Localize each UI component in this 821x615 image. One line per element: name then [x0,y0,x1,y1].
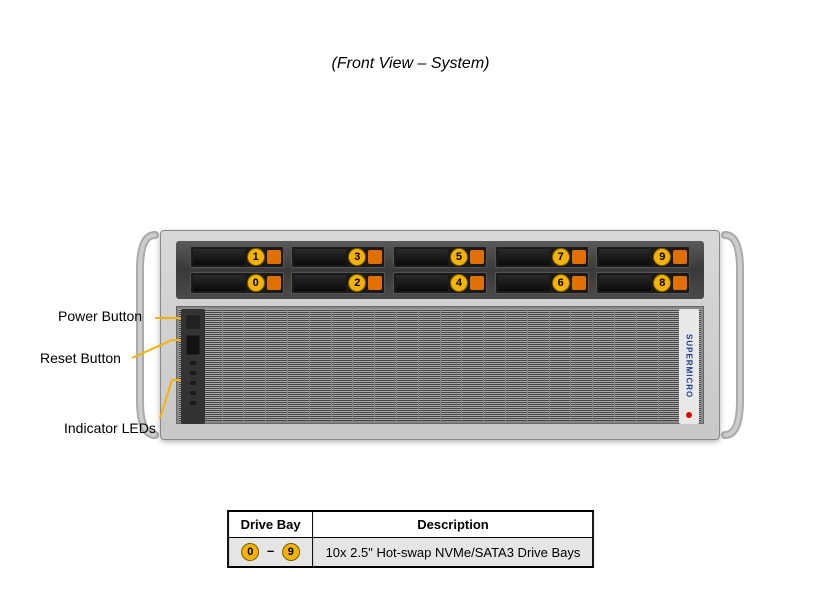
range-dash: – [267,543,274,558]
drive-bay-slot[interactable]: 7 [495,246,589,268]
drive-bay-column: 54 [393,246,487,294]
drive-number-badge: 4 [450,274,468,292]
drive-eject-icon[interactable] [572,250,586,264]
drive-eject-icon[interactable] [673,276,687,290]
vent-column [375,309,396,421]
drive-bay-slot[interactable]: 2 [291,272,385,294]
table-header-desc: Description [313,512,593,538]
server-chassis: 1032547698 SUPERMICRO [160,230,720,440]
bay-description-cell: 10x 2.5" Hot-swap NVMe/SATA3 Drive Bays [313,538,593,567]
drive-bay-slot[interactable]: 5 [393,246,487,268]
vent-column [244,309,265,421]
bay-badge-from: 0 [241,543,259,561]
drive-bay-slot[interactable]: 1 [190,246,284,268]
table-header-bay: Drive Bay [228,512,313,538]
drive-eject-icon[interactable] [673,250,687,264]
table-row: 0 – 9 10x 2.5" Hot-swap NVMe/SATA3 Drive… [228,538,593,567]
vent-column [441,309,462,421]
vent-column [310,309,331,421]
drive-body [599,275,651,291]
reset-button-label: Reset Button [40,350,121,366]
drive-body [294,275,346,291]
drive-body [498,275,550,291]
rack-handle-left [135,230,160,440]
vent-column [397,309,418,421]
drive-number-badge: 0 [247,274,265,292]
brand-dot-icon [686,412,692,418]
drive-body [193,249,245,265]
drive-body [396,249,448,265]
drive-bay-column: 10 [190,246,284,294]
drive-bay-slot[interactable]: 4 [393,272,487,294]
vent-column [419,309,440,421]
drive-body [396,275,448,291]
drive-body [294,249,346,265]
brand-label: SUPERMICRO [685,334,694,398]
vent-column [593,309,614,421]
drive-body [193,275,245,291]
drive-eject-icon[interactable] [368,250,382,264]
vent-column [462,309,483,421]
drive-bay-column: 32 [291,246,385,294]
drive-body [599,249,651,265]
vent-column [550,309,571,421]
brand-panel: SUPERMICRO [679,309,699,424]
drive-eject-icon[interactable] [267,250,281,264]
drive-number-badge: 5 [450,248,468,266]
vent-column [571,309,592,421]
drive-number-badge: 9 [653,248,671,266]
indicator-led [190,401,196,405]
drive-eject-icon[interactable] [572,276,586,290]
drive-number-badge: 3 [348,248,366,266]
indicator-led [190,391,196,395]
vent-column [353,309,374,421]
drive-number-badge: 8 [653,274,671,292]
drive-number-badge: 6 [552,274,570,292]
vent-column [288,309,309,421]
vent-column [223,309,244,421]
vent-column [484,309,505,421]
drive-eject-icon[interactable] [267,276,281,290]
vent-column [615,309,636,421]
drive-body [498,249,550,265]
drive-bay-slot[interactable]: 8 [596,272,690,294]
vent-column [332,309,353,421]
vent-column [637,309,658,421]
drive-bay-column: 76 [495,246,589,294]
indicator-led [190,381,196,385]
view-title: (Front View – System) [332,55,490,73]
vent-column [528,309,549,421]
drive-number-badge: 7 [552,248,570,266]
drive-bay-slot[interactable]: 6 [495,272,589,294]
drive-eject-icon[interactable] [368,276,382,290]
drive-number-badge: 1 [247,248,265,266]
front-control-panel [181,309,205,424]
vent-column [506,309,527,421]
vent-column [659,309,680,421]
drive-bay-slot[interactable]: 0 [190,272,284,294]
indicator-led [190,371,196,375]
indicator-led [190,361,196,365]
drive-bay-column: 98 [596,246,690,294]
drive-bay-slot[interactable]: 3 [291,246,385,268]
drive-bay-panel: 1032547698 [176,241,704,299]
bay-range-cell: 0 – 9 [228,538,313,567]
ventilation-grille [176,306,704,424]
bay-badge-to: 9 [282,543,300,561]
chassis-body: 1032547698 SUPERMICRO [160,230,720,440]
drive-eject-icon[interactable] [470,250,484,264]
reset-button[interactable] [186,335,200,355]
drive-number-badge: 2 [348,274,366,292]
drive-eject-icon[interactable] [470,276,484,290]
power-button-label: Power Button [58,308,142,324]
drive-bay-table: Drive Bay Description 0 – 9 10x 2.5" Hot… [227,510,595,568]
vent-column [266,309,287,421]
indicator-leds-label: Indicator LEDs [64,420,156,436]
power-button[interactable] [186,315,200,329]
drive-bay-slot[interactable]: 9 [596,246,690,268]
rack-handle-right [720,230,745,440]
